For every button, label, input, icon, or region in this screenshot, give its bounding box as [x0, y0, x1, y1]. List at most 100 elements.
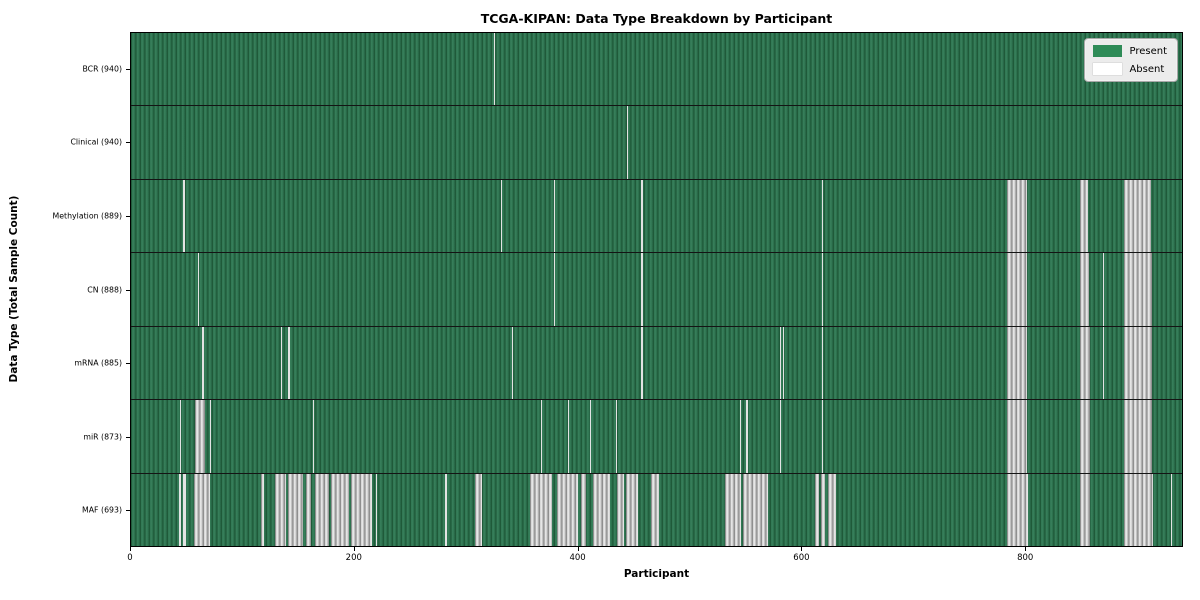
x-tick-mark — [577, 547, 579, 551]
x-tick-label: 400 — [569, 553, 586, 563]
x-tick-label: 600 — [793, 553, 810, 563]
legend-item: Absent — [1093, 63, 1167, 75]
absent-stripe — [827, 473, 836, 546]
absent-stripe — [1080, 473, 1091, 546]
chart-title: TCGA-KIPAN: Data Type Breakdown by Parti… — [480, 11, 833, 26]
absent-stripe — [641, 179, 643, 253]
y-tick-label: BCR (940) — [82, 64, 122, 74]
absent-stripe — [179, 473, 182, 546]
absent-stripe — [822, 400, 824, 473]
y-tick-label: MAF (693) — [82, 505, 122, 515]
y-tick-label: miR (873) — [83, 432, 122, 442]
absent-stripe — [1080, 253, 1090, 326]
absent-stripe — [198, 253, 200, 326]
absent-stripe — [1123, 179, 1151, 253]
absent-stripe — [615, 400, 617, 473]
absent-stripe — [739, 400, 741, 473]
legend-label: Absent — [1129, 63, 1165, 75]
y-tick-mark — [126, 68, 130, 70]
x-tick-mark — [1025, 547, 1027, 551]
x-axis-label: Participant — [623, 568, 690, 580]
absent-stripe — [641, 326, 643, 400]
absent-stripe — [1080, 326, 1091, 400]
absent-stripe — [556, 473, 578, 546]
y-tick-label: Clinical (940) — [70, 137, 122, 147]
legend-label: Present — [1129, 45, 1167, 57]
absent-stripe — [554, 253, 556, 326]
absent-stripe — [725, 473, 741, 546]
absent-stripe — [567, 400, 569, 473]
heatmap-row — [131, 326, 1182, 401]
absent-stripe — [500, 179, 502, 253]
y-tick-mark — [126, 363, 130, 365]
absent-stripe — [375, 473, 377, 546]
absent-stripe — [306, 473, 311, 546]
absent-stripe — [275, 473, 287, 546]
absent-stripe — [590, 400, 592, 473]
heatmap-row — [131, 473, 1182, 546]
absent-stripe — [1123, 253, 1152, 326]
absent-stripe — [641, 253, 643, 326]
heatmap-row — [131, 179, 1182, 254]
absent-stripe — [1006, 179, 1027, 253]
absent-stripe — [626, 106, 628, 179]
heatmap-row — [131, 106, 1182, 180]
absent-stripe — [540, 400, 542, 473]
absent-stripe — [1102, 253, 1104, 326]
legend-swatch-absent-icon — [1093, 63, 1123, 75]
absent-stripe — [183, 179, 185, 253]
absent-stripe — [822, 179, 824, 253]
heatmap-plot — [130, 32, 1183, 547]
x-tick-mark — [353, 547, 355, 551]
heatmap-row — [131, 33, 1182, 107]
absent-stripe — [1170, 473, 1172, 546]
absent-stripe — [581, 473, 586, 546]
absent-stripe — [651, 473, 660, 546]
legend: Present Absent — [1084, 38, 1178, 82]
absent-stripe — [783, 326, 785, 400]
absent-stripe — [616, 473, 624, 546]
absent-stripe — [444, 473, 448, 546]
absent-stripe — [330, 473, 349, 546]
absent-stripe — [625, 473, 639, 546]
y-tick-mark — [126, 510, 130, 512]
absent-stripe — [260, 473, 264, 546]
absent-stripe — [194, 400, 205, 473]
absent-stripe — [1102, 326, 1104, 400]
y-axis-label: Data Type (Total Sample Count) — [8, 195, 20, 383]
y-tick-mark — [126, 436, 130, 438]
absent-stripe — [743, 473, 768, 546]
x-tick-label: 200 — [345, 553, 362, 563]
absent-stripe — [210, 400, 212, 473]
y-tick-label: CN (888) — [87, 285, 122, 294]
x-tick-label: 800 — [1017, 553, 1034, 563]
absent-stripe — [1006, 400, 1027, 473]
absent-stripe — [593, 473, 611, 546]
absent-stripe — [511, 326, 513, 400]
x-tick-mark — [801, 547, 803, 551]
absent-stripe — [180, 400, 182, 473]
absent-stripe — [351, 473, 373, 546]
absent-stripe — [493, 33, 496, 106]
absent-stripe — [193, 473, 211, 546]
absent-stripe — [1123, 400, 1152, 473]
absent-stripe — [746, 400, 748, 473]
x-tick-label: 0 — [127, 553, 133, 563]
absent-stripe — [779, 326, 782, 400]
legend-item: Present — [1093, 45, 1167, 57]
absent-stripe — [1006, 473, 1028, 546]
absent-stripe — [822, 253, 824, 326]
y-tick-mark — [126, 215, 130, 217]
absent-stripe — [1123, 326, 1152, 400]
absent-stripe — [1080, 400, 1091, 473]
absent-stripe — [554, 179, 556, 253]
absent-stripe — [288, 473, 303, 546]
y-tick-mark — [126, 142, 130, 144]
legend-swatch-present-icon — [1093, 45, 1123, 57]
y-tick-label: Methylation (889) — [52, 211, 122, 221]
heatmap-row — [131, 400, 1182, 474]
absent-stripe — [821, 473, 825, 546]
absent-stripe — [1123, 473, 1153, 546]
absent-stripe — [313, 400, 315, 473]
